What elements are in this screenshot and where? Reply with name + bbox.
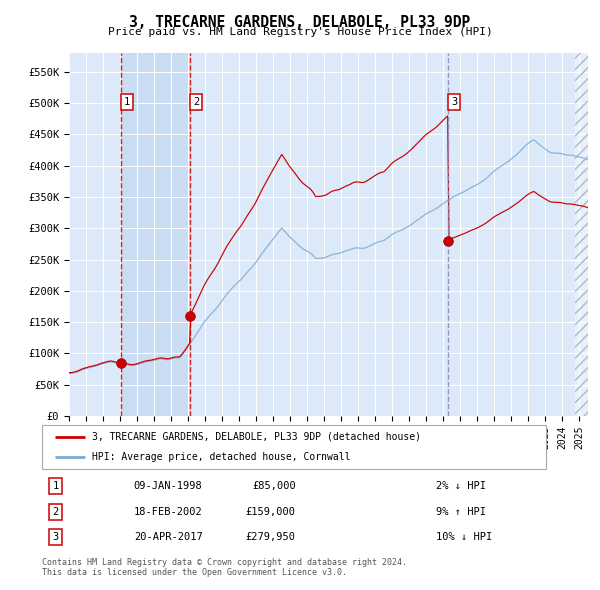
Text: 2: 2 <box>193 97 199 107</box>
Bar <box>575 53 588 416</box>
Text: 3: 3 <box>451 97 458 107</box>
Text: This data is licensed under the Open Government Licence v3.0.: This data is licensed under the Open Gov… <box>42 568 347 576</box>
Text: Contains HM Land Registry data © Crown copyright and database right 2024.: Contains HM Land Registry data © Crown c… <box>42 558 407 566</box>
Text: 3, TRECARNE GARDENS, DELABOLE, PL33 9DP: 3, TRECARNE GARDENS, DELABOLE, PL33 9DP <box>130 15 470 30</box>
Text: Price paid vs. HM Land Registry's House Price Index (HPI): Price paid vs. HM Land Registry's House … <box>107 27 493 37</box>
Text: 2: 2 <box>52 507 59 517</box>
Text: £279,950: £279,950 <box>246 532 296 542</box>
Bar <box>575 53 588 416</box>
Text: HPI: Average price, detached house, Cornwall: HPI: Average price, detached house, Corn… <box>92 452 351 462</box>
Text: 2% ↓ HPI: 2% ↓ HPI <box>436 481 486 491</box>
Text: £85,000: £85,000 <box>252 481 296 491</box>
Bar <box>121 53 190 416</box>
Text: 3: 3 <box>52 532 59 542</box>
Text: 10% ↓ HPI: 10% ↓ HPI <box>436 532 493 542</box>
Bar <box>575 53 588 416</box>
Text: 1: 1 <box>124 97 130 107</box>
FancyBboxPatch shape <box>42 425 546 469</box>
Text: £159,000: £159,000 <box>246 507 296 517</box>
Text: 1: 1 <box>52 481 59 491</box>
Text: 9% ↑ HPI: 9% ↑ HPI <box>436 507 486 517</box>
Text: 18-FEB-2002: 18-FEB-2002 <box>134 507 203 517</box>
Text: 3, TRECARNE GARDENS, DELABOLE, PL33 9DP (detached house): 3, TRECARNE GARDENS, DELABOLE, PL33 9DP … <box>92 432 421 442</box>
Text: 20-APR-2017: 20-APR-2017 <box>134 532 203 542</box>
Text: 09-JAN-1998: 09-JAN-1998 <box>134 481 203 491</box>
